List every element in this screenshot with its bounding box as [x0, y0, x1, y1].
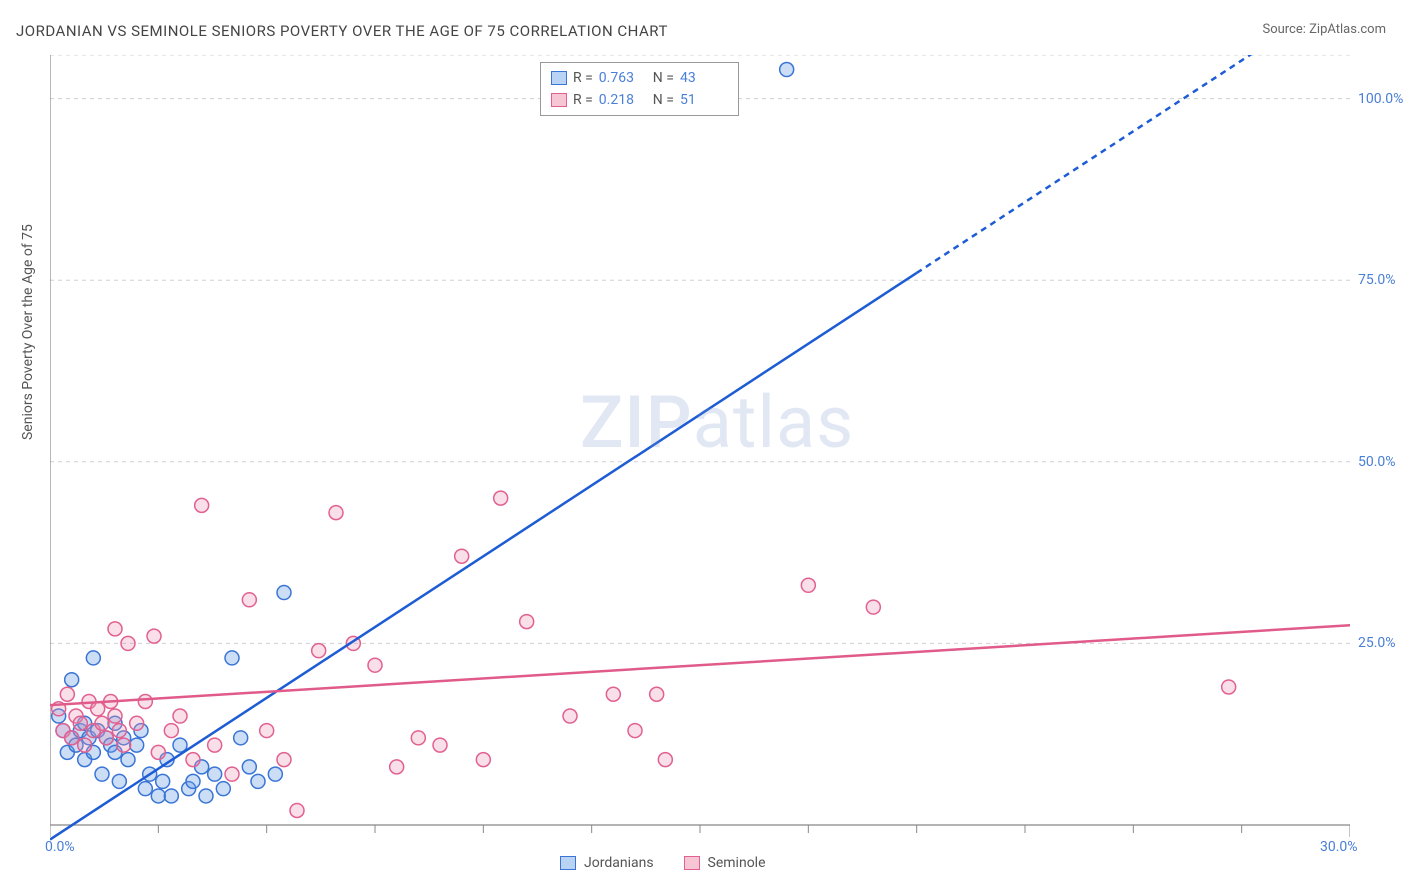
source-label: Source:	[1262, 22, 1309, 37]
legend-row: R = 0.763 N = 43	[551, 67, 728, 89]
chart-container: JORDANIAN VS SEMINOLE SENIORS POVERTY OV…	[0, 0, 1406, 892]
legend-row: R = 0.218 N = 51	[551, 89, 728, 111]
y-axis-label: Seniors Poverty Over the Age of 75	[20, 224, 36, 440]
n-value: 43	[680, 67, 728, 89]
series-legend: Jordanians Seminole	[560, 855, 766, 871]
series-label: Seminole	[708, 855, 766, 871]
correlation-legend: R = 0.763 N = 43 R = 0.218 N = 51	[540, 62, 739, 116]
n-label: N =	[653, 89, 674, 111]
x-tick-label: 0.0%	[45, 839, 75, 855]
scatter-plot	[50, 55, 1350, 855]
series-label: Jordanians	[584, 855, 654, 871]
y-tick-label: 50.0%	[1358, 454, 1396, 470]
legend-swatch	[551, 71, 567, 85]
n-value: 51	[680, 89, 728, 111]
legend-swatch	[551, 93, 567, 107]
legend-swatch	[684, 856, 700, 870]
r-label: R =	[573, 67, 593, 89]
chart-title: JORDANIAN VS SEMINOLE SENIORS POVERTY OV…	[16, 22, 668, 40]
r-value: 0.763	[599, 67, 647, 89]
legend-swatch	[560, 856, 576, 870]
n-label: N =	[653, 67, 674, 89]
r-label: R =	[573, 89, 593, 111]
y-tick-label: 25.0%	[1358, 635, 1396, 651]
r-value: 0.218	[599, 89, 647, 111]
source-site[interactable]: ZipAtlas.com	[1309, 22, 1386, 37]
series-legend-item: Jordanians	[560, 855, 654, 871]
y-tick-label: 75.0%	[1358, 272, 1396, 288]
y-tick-label: 100.0%	[1358, 91, 1403, 107]
x-tick-label: 30.0%	[1320, 839, 1358, 855]
source-credit: Source: ZipAtlas.com	[1262, 22, 1386, 37]
series-legend-item: Seminole	[684, 855, 766, 871]
